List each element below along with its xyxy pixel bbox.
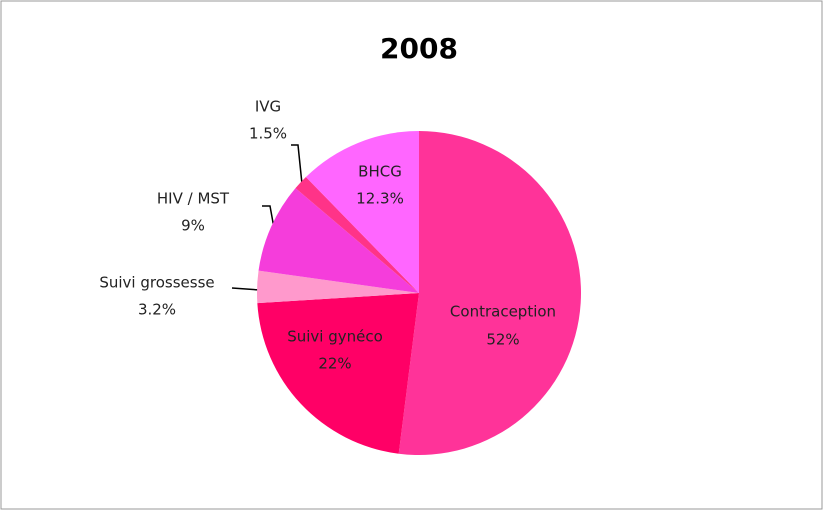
slice-value-label: 22% bbox=[318, 355, 351, 373]
slice-value-label: 9% bbox=[181, 217, 205, 235]
pie-slice bbox=[398, 131, 581, 455]
pie-slice bbox=[295, 177, 419, 293]
slice-label: HIV / MST bbox=[157, 190, 230, 208]
chart-title: 2008 bbox=[380, 32, 458, 65]
slice-label: IVG bbox=[255, 98, 281, 116]
slice-label: Contraception bbox=[450, 303, 556, 321]
slice-value-label: 1.5% bbox=[249, 125, 287, 143]
slice-label: Suivi gynéco bbox=[287, 328, 383, 346]
slice-value-label: 3.2% bbox=[138, 301, 176, 319]
pie-slice bbox=[305, 131, 419, 293]
slice-label: BHCG bbox=[358, 163, 402, 181]
leader-line bbox=[231, 287, 261, 291]
pie-slice bbox=[258, 188, 419, 293]
pie-slice bbox=[257, 270, 419, 304]
leader-line bbox=[262, 205, 275, 229]
leader-line bbox=[291, 144, 303, 185]
slice-value-label: 12.3% bbox=[356, 190, 404, 208]
slice-value-label: 52% bbox=[486, 331, 519, 349]
slice-label: Suivi grossesse bbox=[99, 274, 214, 292]
pie-slice bbox=[257, 293, 419, 454]
